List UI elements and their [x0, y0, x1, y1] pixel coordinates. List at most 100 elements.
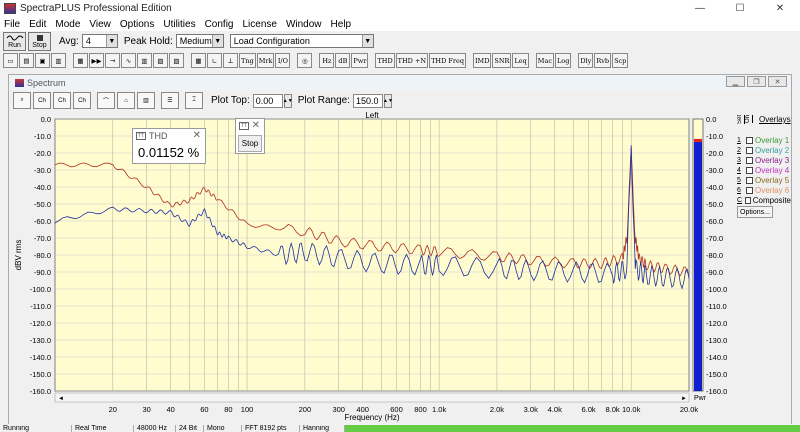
overlay-set-6[interactable]: 6	[737, 186, 741, 194]
menu-window[interactable]: Window	[285, 18, 322, 30]
stop-popup-icon: TT	[239, 122, 249, 130]
meter-tick-label: -160.0	[706, 387, 727, 396]
close-icon[interactable]: ✕	[192, 130, 201, 141]
maximize-button[interactable]: ☐	[735, 3, 745, 14]
print-icon[interactable]: ▥	[51, 53, 66, 68]
meter-tick-label: -80.0	[706, 251, 723, 260]
level-meter-fill	[694, 141, 702, 391]
overlay-checkbox-2[interactable]	[746, 146, 753, 154]
overlay-checkbox-3[interactable]	[746, 156, 753, 164]
menu-utilities[interactable]: Utilities	[163, 18, 196, 30]
marker-icon[interactable]: Mrk	[256, 53, 275, 68]
menu-license[interactable]: License	[242, 18, 277, 30]
close-icon[interactable]: ✕	[251, 120, 260, 131]
hz-button[interactable]: Hz	[319, 53, 335, 68]
mac-button[interactable]: Mac	[535, 53, 554, 68]
spectrum-line-icon[interactable]: ⌒	[97, 92, 115, 109]
leq-button[interactable]: Leq	[512, 53, 529, 68]
zoom-icon[interactable]: ⌕	[13, 92, 31, 109]
stop-popup-button[interactable]: Stop	[238, 135, 262, 152]
overlay-checkbox-4[interactable]	[746, 166, 753, 174]
open-file-icon[interactable]: ▤	[19, 53, 34, 68]
bars-icon[interactable]: ▥	[137, 53, 152, 68]
overlay-set-5[interactable]: 5	[737, 176, 741, 184]
overlay-row: 6 Overlay 6	[737, 185, 791, 195]
plot-top-spinner[interactable]: ▲▼	[283, 93, 293, 108]
thd-freq-button[interactable]: THD Freq	[429, 53, 466, 68]
minimize-button[interactable]: —	[695, 3, 705, 14]
overlay-checkbox-1[interactable]	[746, 136, 753, 144]
thd-popup[interactable]: TT THD ✕ 0.01152 %	[132, 128, 206, 164]
rvb-button[interactable]: Rvb	[594, 53, 612, 68]
io-icon[interactable]: I/O	[275, 53, 291, 68]
calc-icon[interactable]: ▨	[169, 53, 184, 68]
menu-mode[interactable]: Mode	[55, 18, 81, 30]
menu-options[interactable]: Options	[119, 18, 155, 30]
x-tick-label: 200	[299, 405, 312, 414]
imd-button[interactable]: IMD	[472, 53, 492, 68]
plot-top-input[interactable]: 0.00	[252, 93, 283, 108]
run-button[interactable]: Run	[3, 31, 26, 51]
spectrum-bars-icon[interactable]: ▥	[137, 92, 155, 109]
spectrum-series-2	[54, 145, 690, 290]
db-button[interactable]: dB	[335, 53, 351, 68]
skip-icon[interactable]: ⇥	[105, 53, 120, 68]
record-icon[interactable]: ▦	[73, 53, 88, 68]
composite-checkbox[interactable]	[744, 196, 751, 204]
chan-a-icon[interactable]: Ch	[33, 92, 51, 109]
close-button[interactable]: ✕	[775, 3, 785, 14]
x-tick-label: 20	[109, 405, 117, 414]
table-icon[interactable]: ☰	[161, 92, 179, 109]
overlay-label-6: Overlay 6	[755, 185, 790, 195]
spectrum-chart[interactable]: Left 0.0 -10.0 -20.0 -30.0 -40.0 -50.0 -60.0 -70…	[9, 111, 739, 424]
child-minimize-button[interactable]: ▁	[726, 76, 745, 87]
overlay-checkbox-6[interactable]	[746, 186, 753, 194]
meter-tick-label: -10.0	[706, 132, 723, 141]
wave-edit-icon[interactable]: ∿	[121, 53, 136, 68]
axis-icon[interactable]: ∟	[207, 53, 222, 68]
thd-n-button[interactable]: THD +N	[395, 53, 429, 68]
cursor-icon[interactable]: ⌶	[185, 92, 203, 109]
tone-icon[interactable]: Tng	[239, 53, 256, 68]
grid-icon[interactable]: ▦	[191, 53, 206, 68]
log-button[interactable]: Log	[554, 53, 572, 68]
config-select[interactable]: Load Configuration ▼	[229, 34, 374, 48]
scale-icon[interactable]: ⊥	[223, 53, 238, 68]
overlay-set-1[interactable]: 1	[737, 136, 741, 144]
horizontal-scrollbar[interactable]	[54, 392, 690, 403]
menu-file[interactable]: File	[4, 18, 21, 30]
pwr-button[interactable]: Pwr	[351, 53, 369, 68]
overlay-set-3[interactable]: 3	[737, 156, 741, 164]
filter-icon[interactable]: ▧	[153, 53, 168, 68]
overlay-set-4[interactable]: 4	[737, 166, 741, 174]
plot-range-input[interactable]: 150.0	[353, 93, 383, 108]
new-file-icon[interactable]: ▭	[3, 53, 18, 68]
chan-b-icon[interactable]: Ch	[53, 92, 71, 109]
overlay-options-button[interactable]: Options...	[737, 206, 773, 218]
stop-popup[interactable]: TT ✕ Stop	[235, 118, 265, 154]
menu-view[interactable]: View	[89, 18, 111, 30]
dly-button[interactable]: Dly	[578, 53, 594, 68]
snr-button[interactable]: SNR	[492, 53, 512, 68]
scroll-right-icon[interactable]: ►	[681, 396, 687, 402]
overlay-checkbox-5[interactable]	[746, 176, 753, 184]
scroll-left-icon[interactable]: ◄	[58, 396, 64, 402]
sine-gen-icon[interactable]: ◎	[297, 53, 313, 68]
plot-range-spinner[interactable]: ▲▼	[383, 93, 393, 108]
scp-button[interactable]: Scp	[612, 53, 629, 68]
save-icon[interactable]: ▣	[35, 53, 50, 68]
play-icon[interactable]: ▶▶	[89, 53, 104, 68]
child-close-button[interactable]: ✕	[768, 76, 787, 87]
chan-ab-icon[interactable]: Ch	[73, 92, 91, 109]
avg-select[interactable]: 4 ▼	[81, 34, 118, 48]
menu-help[interactable]: Help	[330, 18, 352, 30]
menu-edit[interactable]: Edit	[29, 18, 47, 30]
overlay-set-2[interactable]: 2	[737, 146, 741, 154]
stop-button[interactable]: Stop	[28, 31, 51, 51]
spectrum-peak-icon[interactable]: ⌂	[117, 92, 135, 109]
menu-config[interactable]: Config	[204, 18, 234, 30]
peak-hold-select[interactable]: Medium ▼	[175, 34, 224, 48]
y-tick-label: -140.0	[30, 353, 51, 362]
child-restore-button[interactable]: ❐	[747, 76, 766, 87]
thd-button[interactable]: THD	[375, 53, 395, 68]
